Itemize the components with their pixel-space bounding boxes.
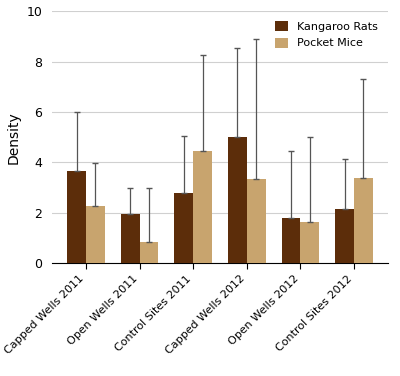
Bar bbox=[86, 206, 105, 263]
Bar bbox=[300, 222, 319, 263]
Legend: Kangaroo Rats, Pocket Mice: Kangaroo Rats, Pocket Mice bbox=[270, 17, 382, 53]
Bar bbox=[140, 242, 158, 263]
Bar bbox=[335, 209, 354, 263]
Bar bbox=[228, 137, 247, 263]
Y-axis label: Density: Density bbox=[7, 111, 21, 164]
Bar bbox=[247, 179, 266, 263]
Bar bbox=[121, 214, 140, 263]
Bar bbox=[354, 178, 373, 263]
Bar bbox=[282, 218, 300, 263]
Bar bbox=[174, 193, 193, 263]
Bar bbox=[67, 171, 86, 263]
Bar bbox=[193, 151, 212, 263]
